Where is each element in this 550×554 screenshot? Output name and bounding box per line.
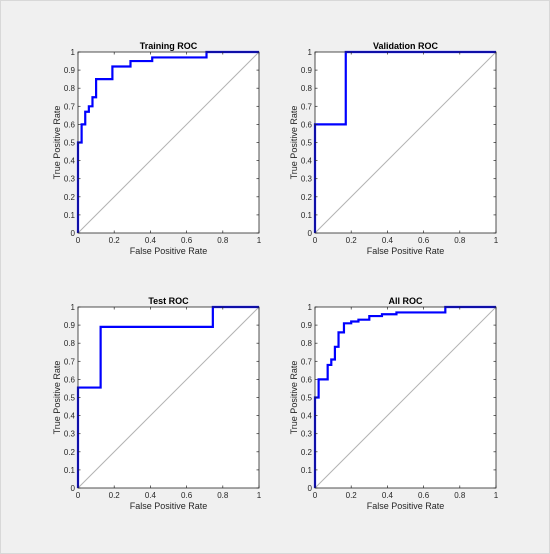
y-tick-label: 0.3 — [301, 175, 313, 184]
y-tick-label: 0.4 — [301, 157, 313, 166]
x-tick-label: 0.8 — [454, 236, 466, 245]
x-axis-label: False Positive Rate — [130, 246, 208, 256]
y-tick-label: 0.1 — [64, 211, 76, 220]
y-tick-label: 0.4 — [301, 412, 313, 421]
x-tick-label: 0 — [76, 491, 81, 500]
y-tick-label: 0.3 — [64, 430, 76, 439]
x-tick-label: 0.2 — [109, 236, 121, 245]
x-tick-label: 1 — [257, 491, 262, 500]
chart-title: Validation ROC — [373, 41, 439, 51]
x-tick-label: 0.8 — [217, 236, 229, 245]
y-tick-label: 0.4 — [64, 412, 76, 421]
x-tick-label: 0 — [313, 491, 318, 500]
diagonal-reference-line — [77, 306, 260, 489]
chart-title: Test ROC — [148, 296, 189, 306]
roc-curve — [313, 305, 496, 488]
y-tick-label: 0.3 — [301, 430, 313, 439]
x-axis-label: False Positive Rate — [367, 501, 445, 511]
x-axis-label: False Positive Rate — [130, 501, 208, 511]
x-tick-label: 0.2 — [109, 491, 121, 500]
y-tick-label: 0 — [308, 484, 313, 493]
diagonal-reference-line — [314, 51, 497, 234]
y-tick-label: 1 — [71, 303, 76, 312]
y-tick-label: 0.6 — [301, 120, 313, 129]
chart-title: All ROC — [388, 296, 423, 306]
y-tick-label: 0.9 — [64, 66, 76, 75]
x-tick-label: 0.4 — [145, 236, 157, 245]
x-tick-label: 0.6 — [418, 236, 430, 245]
x-tick-label: 0.2 — [346, 236, 358, 245]
y-tick-label: 0.7 — [301, 102, 313, 111]
y-tick-label: 0.2 — [64, 448, 76, 457]
y-tick-label: 0.8 — [301, 339, 313, 348]
y-tick-label: 0.8 — [64, 339, 76, 348]
y-tick-label: 0.7 — [64, 102, 76, 111]
y-tick-label: 0.3 — [64, 175, 76, 184]
y-tick-label: 1 — [71, 48, 76, 57]
roc-panel-4: 0 0.2 0.4 0.6 0.8 1 0 0.1 0.2 0.3 0.4 0.5 0.6 0.7 0.8 0… — [289, 296, 499, 511]
x-tick-label: 0 — [76, 236, 81, 245]
y-tick-label: 1 — [308, 303, 313, 312]
x-tick-label: 0.4 — [382, 236, 394, 245]
y-tick-label: 0.4 — [64, 157, 76, 166]
y-tick-label: 0.2 — [301, 448, 313, 457]
roc-panel-2: 0 0.2 0.4 0.6 0.8 1 0 0.1 0.2 0.3 0.4 0.5 0.6 0.7 0.8 0… — [289, 41, 499, 256]
y-tick-label: 0.7 — [301, 357, 313, 366]
y-tick-label: 0 — [308, 229, 313, 238]
y-axis-label: True Positive Rate — [52, 106, 62, 180]
y-tick-label: 0.2 — [301, 193, 313, 202]
x-tick-label: 0.6 — [181, 236, 193, 245]
y-tick-label: 0.5 — [64, 139, 76, 148]
y-tick-label: 0.9 — [301, 321, 313, 330]
roc-curve — [76, 50, 259, 233]
x-tick-label: 0.8 — [217, 491, 229, 500]
y-tick-label: 0.9 — [301, 66, 313, 75]
chart-title: Training ROC — [140, 41, 198, 51]
x-tick-label: 0.6 — [418, 491, 430, 500]
y-tick-label: 0.6 — [301, 375, 313, 384]
y-axis-label: True Positive Rate — [289, 106, 299, 180]
x-tick-label: 1 — [494, 491, 499, 500]
y-tick-label: 0.6 — [64, 375, 76, 384]
y-tick-label: 0.2 — [64, 193, 76, 202]
y-tick-label: 0 — [71, 484, 76, 493]
diagonal-reference-line — [314, 306, 497, 489]
roc-panel-3: 0 0.2 0.4 0.6 0.8 1 0 0.1 0.2 0.3 0.4 0.5 0.6 0.7 0.8 0… — [52, 296, 262, 511]
y-tick-label: 0.7 — [64, 357, 76, 366]
y-tick-label: 0 — [71, 229, 76, 238]
y-tick-label: 0.5 — [64, 394, 76, 403]
y-tick-label: 0.8 — [64, 84, 76, 93]
x-tick-label: 1 — [494, 236, 499, 245]
x-tick-label: 1 — [257, 236, 262, 245]
x-tick-label: 0.8 — [454, 491, 466, 500]
diagonal-reference-line — [77, 51, 260, 234]
y-tick-label: 0.1 — [301, 211, 313, 220]
y-tick-label: 0.1 — [64, 466, 76, 475]
x-tick-label: 0.6 — [181, 491, 193, 500]
y-tick-label: 0.8 — [301, 84, 313, 93]
y-axis-label: True Positive Rate — [289, 361, 299, 435]
y-tick-label: 0.1 — [301, 466, 313, 475]
y-axis-label: True Positive Rate — [52, 361, 62, 435]
roc-panel-1: 0 0.2 0.4 0.6 0.8 1 0 0.1 0.2 0.3 0.4 0.5 0.6 0.7 0.8 0… — [52, 41, 262, 256]
y-tick-label: 0.6 — [64, 120, 76, 129]
y-tick-label: 0.5 — [301, 394, 313, 403]
x-tick-label: 0 — [313, 236, 318, 245]
x-tick-label: 0.4 — [145, 491, 157, 500]
x-axis-label: False Positive Rate — [367, 246, 445, 256]
x-tick-label: 0.2 — [346, 491, 358, 500]
y-tick-label: 0.5 — [301, 139, 313, 148]
y-tick-label: 0.9 — [64, 321, 76, 330]
y-tick-label: 1 — [308, 48, 313, 57]
x-tick-label: 0.4 — [382, 491, 394, 500]
